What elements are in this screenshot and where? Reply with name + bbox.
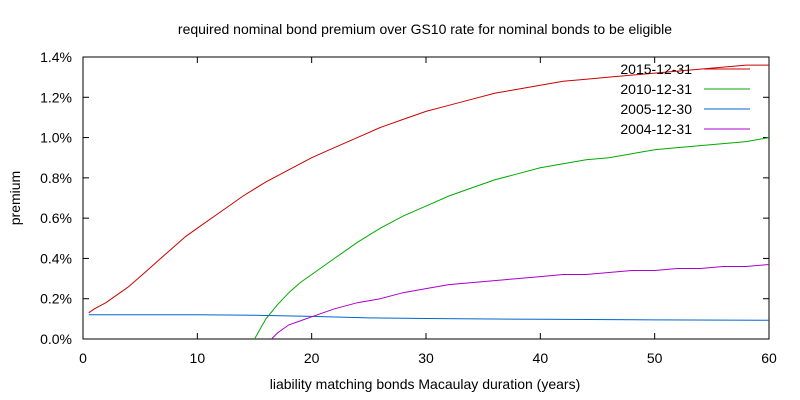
legend-label-2005-12-30: 2005-12-30 [620,101,692,117]
y-tick-label: 0.4% [40,250,72,266]
y-tick-label: 0.6% [40,210,72,226]
plot-frame [82,56,770,340]
plot-area: 0.0% 0.2% 0.4% 0.6% 0.8% 1.0% 1.2% 1.4% 0 10 20 30 4… [40,49,777,366]
y-tick-label: 1.0% [40,130,72,146]
y-tick-label: 0.8% [40,170,72,186]
x-axis-label: liability matching bonds Macaulay durati… [270,376,580,392]
series-line-2005-12-30 [88,314,769,321]
series-line-2015-12-31 [88,64,769,314]
y-tick-label: 1.2% [40,89,72,105]
legend-label-2004-12-31: 2004-12-31 [620,121,692,137]
x-tick-label: 0 [79,350,87,366]
y-tick-label: 0.2% [40,291,72,307]
series-line-2010-12-31 [254,137,769,339]
x-tick-label: 20 [304,350,320,366]
x-tick-label: 10 [190,350,206,366]
x-tick-label: 30 [418,350,434,366]
x-tick-label: 50 [647,350,663,366]
x-tick-label: 40 [533,350,549,366]
legend-label-2010-12-31: 2010-12-31 [620,81,692,97]
chart-title: required nominal bond premium over GS10 … [178,21,672,37]
y-tick-label: 0.0% [40,331,72,347]
x-tick-label: 60 [761,350,777,366]
series-line-2004-12-31 [271,264,769,339]
y-tick-label: 1.4% [40,49,72,65]
y-axis-label: premium [7,171,23,225]
legend-label-2015-12-31: 2015-12-31 [620,61,692,77]
